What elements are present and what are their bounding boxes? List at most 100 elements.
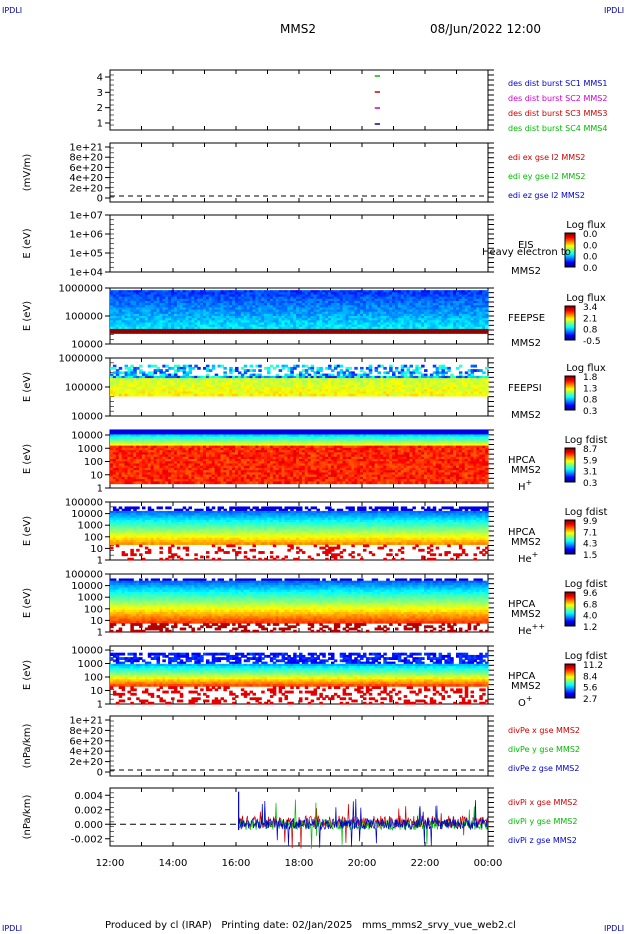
colorbar-segment (565, 618, 575, 620)
colorbar-tick-label: 2.1 (583, 314, 597, 324)
colorbar-segment (565, 474, 575, 476)
y-tick-label: 1000000 (58, 354, 103, 365)
colorbar-segment (565, 601, 575, 603)
species-label: H+ (518, 478, 532, 493)
colorbar-segment (565, 606, 575, 608)
colorbar-segment (565, 539, 575, 541)
colorbar-segment (565, 611, 575, 613)
colorbar-tick-label: 9.6 (583, 589, 598, 599)
colorbar-segment (565, 679, 575, 681)
spacecraft-label: MMS2 (511, 266, 541, 277)
y-axis-label: E (eV) (22, 660, 33, 690)
colorbar-segment (565, 592, 575, 594)
y-tick-label: 4e+20 (69, 747, 103, 758)
colorbar-segment (565, 323, 575, 325)
colorbar-tick-label: 5.6 (583, 684, 598, 694)
colorbar-segment (565, 386, 575, 388)
series-line (238, 798, 489, 848)
colorbar-segment (565, 548, 575, 550)
colorbar-segment (565, 529, 575, 531)
legend-entry: divPi y gse MMS2 (508, 817, 577, 826)
colorbar-segment (565, 608, 575, 610)
colorbar-segment (565, 612, 575, 614)
y-tick-label: 10000 (71, 581, 103, 592)
y-tick-label: 1 (97, 628, 103, 639)
colorbar-segment (565, 540, 575, 542)
y-tick-label: 100 (84, 532, 103, 543)
colorbar-segment (565, 530, 575, 532)
colorbar-tick-label: 1.8 (583, 373, 598, 383)
colorbar-segment (565, 319, 575, 321)
colorbar-segment (565, 543, 575, 545)
colorbar-segment (565, 258, 575, 260)
colorbar-segment (565, 255, 575, 257)
colorbar-frame (564, 591, 576, 627)
colorbar-tick-label: 1.2 (583, 623, 597, 633)
charge-label: + (532, 550, 539, 559)
colorbar-segment (565, 406, 575, 408)
colorbar-segment (565, 607, 575, 609)
colorbar-segment (565, 378, 575, 380)
colorbar-segment (565, 460, 575, 462)
colorbar-frame (564, 447, 576, 483)
colorbar-segment (565, 469, 575, 471)
colorbar-segment (565, 681, 575, 683)
colorbar-segment (565, 686, 575, 688)
colorbar-segment (565, 395, 575, 397)
corner-label-tl: IPDLI (2, 6, 23, 15)
instrument-label: FEEPSI (508, 383, 542, 394)
colorbar-frame (564, 232, 576, 268)
colorbar-segment (565, 682, 575, 684)
y-tick-label: 10000 (71, 431, 103, 442)
colorbar-segment (565, 526, 575, 528)
colorbar-segment (565, 237, 575, 239)
spacecraft-label: MMS2 (511, 338, 541, 349)
legend-entry: divPi x gse MMS2 (508, 798, 577, 807)
colorbar-segment (565, 393, 575, 395)
footer-produced: Produced by cl (IRAP) (105, 920, 212, 931)
colorbar-segment (565, 402, 575, 404)
colorbar-tick-label: 0.0 (583, 241, 598, 251)
y-tick-label: 3 (97, 88, 103, 99)
spacecraft-title: MMS2 (280, 22, 316, 36)
colorbar-segment (565, 691, 575, 693)
y-axis-label: (nPa/km) (22, 724, 33, 769)
corner-label-tr: IPDLI (604, 6, 625, 15)
colorbar-segment (565, 605, 575, 607)
colorbar-segment (565, 400, 575, 402)
colorbar-segment (565, 396, 575, 398)
legend-entry: des dist burst SC2 MMS2 (508, 94, 607, 103)
x-tick-label: 22:00 (411, 858, 440, 869)
colorbar-segment (565, 333, 575, 335)
colorbar-segment (565, 476, 575, 478)
colorbar-segment (565, 455, 575, 457)
legend-entry: divPe z gse MMS2 (508, 764, 579, 773)
colorbar-segment (565, 522, 575, 524)
colorbar-segment (565, 684, 575, 686)
colorbar-segment (565, 310, 575, 312)
y-tick-label: 1 (97, 484, 103, 495)
colorbar-segment (565, 694, 575, 696)
colorbar-segment (565, 668, 575, 670)
colorbar-segment (565, 247, 575, 249)
spacecraft-label: MMS2 (511, 465, 541, 476)
colorbar-segment (565, 593, 575, 595)
colorbar-segment (565, 449, 575, 451)
spectrogram-7 (110, 506, 489, 561)
colorbar-segment (565, 405, 575, 407)
colorbar-segment (565, 398, 575, 400)
colorbar-segment (565, 399, 575, 401)
colorbar-segment (565, 253, 575, 255)
panel-frame-1 (109, 69, 489, 131)
species-label: O+ (518, 694, 533, 709)
y-tick-label: 1 (97, 556, 103, 567)
colorbar-segment (565, 318, 575, 320)
charge-label: ++ (532, 622, 545, 631)
colorbar-segment (565, 532, 575, 534)
colorbar-segment (565, 314, 575, 316)
colorbar-segment (565, 325, 575, 327)
colorbar-segment (565, 329, 575, 331)
colorbar-segment (565, 600, 575, 602)
instrument-label: HPCA (508, 527, 536, 538)
y-tick-label: 4e+20 (69, 173, 103, 184)
